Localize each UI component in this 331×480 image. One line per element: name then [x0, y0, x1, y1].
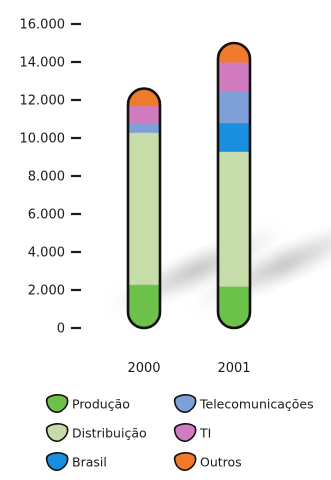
y-tick-label: 12.000 [20, 94, 66, 109]
y-tick-label: 4.000 [28, 246, 65, 261]
bar-segment-distribuicao [128, 132, 160, 285]
legend-swatch [173, 452, 197, 471]
legend-item-ti: TI [173, 423, 211, 442]
bars [126, 41, 252, 330]
bar-outline [126, 87, 162, 330]
legend-swatch [173, 423, 197, 442]
x-tick-label: 2000 [127, 361, 160, 376]
y-tick-label: 6.000 [28, 208, 65, 223]
legend-label: TI [199, 426, 211, 441]
y-tick-label: 2.000 [28, 284, 65, 299]
bar-segment-telecomunicacoes [128, 122, 160, 133]
legend-swatch [173, 394, 197, 413]
bar-segment-producao [128, 284, 160, 328]
y-tick-label: 10.000 [20, 132, 66, 147]
x-axis: 2000 2001 [127, 361, 250, 376]
x-tick-label: 2001 [217, 361, 250, 376]
legend-item-telecomunicacoes: Telecomunicações [173, 394, 314, 413]
legend-label: Distribuição [72, 426, 147, 441]
bar-segment-producao [218, 286, 250, 328]
bar-segment-ti [218, 62, 250, 91]
bar-outline [216, 41, 252, 330]
y-tick-label: 16.000 [20, 18, 66, 33]
bar-2001 [218, 43, 250, 328]
legend-item-producao: Produção [45, 394, 130, 413]
legend: Produção Distribuição Brasil Telecomunicaçõ… [45, 394, 314, 471]
bar-2000 [128, 88, 160, 328]
bar-segment-telecomunicacoes [218, 90, 250, 124]
legend-label: Brasil [72, 455, 107, 470]
y-tick-label: 14.000 [20, 56, 66, 71]
legend-item-outros: Outros [173, 452, 242, 471]
y-tick-label: 0 [57, 322, 65, 337]
y-axis: 0 2.000 4.000 6.000 8.000 10.000 12.000 14.000 1… [20, 18, 81, 337]
y-tick-label: 8.000 [28, 170, 65, 185]
bar-segment-distribuicao [218, 151, 250, 287]
bar-segment-brasil [218, 122, 250, 152]
legend-item-distribuicao: Distribuição [45, 423, 147, 442]
bar-segment-ti [128, 105, 160, 124]
legend-label: Outros [200, 455, 242, 470]
bar-segment-outros [218, 43, 250, 63]
legend-swatch [45, 394, 69, 413]
legend-item-brasil: Brasil [45, 452, 107, 471]
legend-swatch [45, 452, 69, 471]
bar-segment-outros [128, 88, 160, 107]
legend-swatch [45, 423, 69, 442]
legend-label: Produção [72, 397, 130, 412]
legend-label: Telecomunicações [199, 397, 314, 412]
